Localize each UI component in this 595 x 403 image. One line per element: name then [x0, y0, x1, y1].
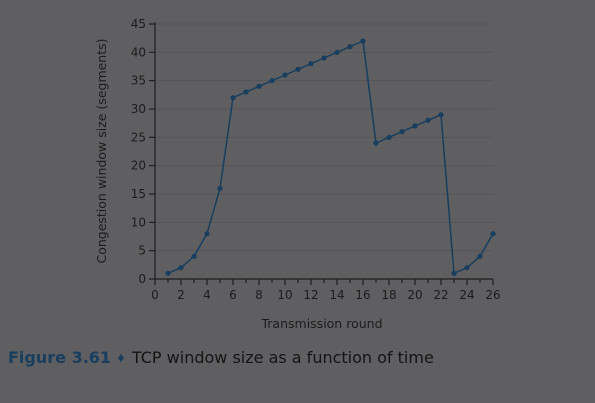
data-point: [399, 129, 405, 135]
data-point: [230, 95, 236, 101]
figure-caption: Figure 3.61 ♦ TCP window size as a functio…: [8, 348, 434, 367]
data-point: [477, 253, 483, 259]
axes: [149, 22, 494, 285]
y-tick-label: 20: [131, 159, 146, 173]
series-line: [167, 40, 494, 275]
data-point: [412, 123, 418, 129]
y-tick-label: 30: [131, 102, 146, 116]
x-tick-label: 16: [355, 288, 370, 302]
data-point: [490, 231, 496, 237]
x-tick-label: 0: [151, 288, 159, 302]
x-tick-label: 22: [433, 288, 448, 302]
x-tick-label: 24: [459, 288, 474, 302]
x-tick-label: 10: [277, 288, 292, 302]
data-point: [386, 134, 392, 140]
y-tick-label: 35: [131, 74, 146, 88]
y-tick-label: 40: [131, 45, 146, 59]
y-tick-label: 5: [138, 244, 146, 258]
data-point: [217, 185, 223, 191]
x-tick-label: 8: [255, 288, 263, 302]
data-point: [360, 38, 366, 44]
x-tick-label: 2: [177, 288, 185, 302]
x-tick-label: 18: [381, 288, 396, 302]
data-point: [256, 83, 262, 89]
caption-label: Figure 3.61: [8, 348, 112, 367]
x-tick-label: 14: [329, 288, 344, 302]
data-point: [243, 89, 249, 95]
data-point: [204, 231, 210, 237]
data-point: [347, 44, 353, 50]
data-point: [321, 55, 327, 61]
data-point: [438, 112, 444, 118]
y-axis-title: Congestion window size (segments): [94, 38, 109, 263]
x-tick-label: 4: [203, 288, 211, 302]
x-tick-label: 20: [407, 288, 422, 302]
x-axis-title: Transmission round: [260, 316, 382, 331]
grid-lines: [155, 23, 493, 252]
data-point: [425, 117, 431, 123]
data-point: [464, 265, 470, 271]
data-point: [165, 270, 171, 276]
data-point: [334, 49, 340, 55]
y-tick-label: 15: [131, 187, 146, 201]
data-point: [308, 61, 314, 67]
y-tick-label: 10: [131, 215, 146, 229]
x-tick-label: 12: [303, 288, 318, 302]
data-point: [282, 72, 288, 78]
data-point: [451, 270, 457, 276]
data-point: [295, 66, 301, 72]
data-point: [373, 140, 379, 146]
x-tick-label: 6: [229, 288, 237, 302]
series-layer: [165, 38, 496, 276]
caption-separator-icon: ♦: [116, 352, 126, 365]
caption-text: TCP window size as a function of time: [131, 348, 434, 367]
y-tick-label: 45: [131, 17, 146, 31]
x-tick-label: 26: [485, 288, 500, 302]
data-point: [191, 253, 197, 259]
y-tick-label: 25: [131, 130, 146, 144]
data-point: [269, 78, 275, 84]
y-tick-label: 0: [138, 272, 146, 286]
data-point: [178, 265, 184, 271]
